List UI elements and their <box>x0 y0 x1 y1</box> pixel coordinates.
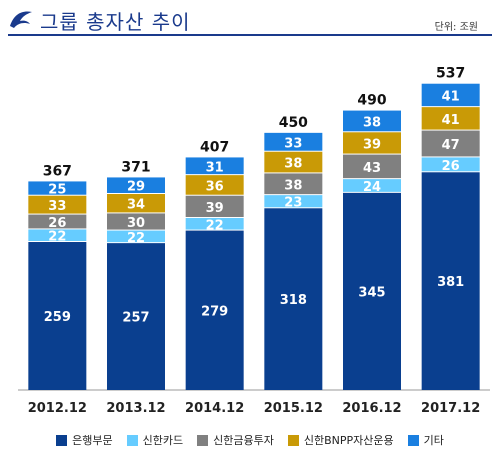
bar-segment <box>28 229 87 241</box>
data-label: 24 <box>363 180 381 195</box>
legend-label: 신한BNPP자산운용 <box>303 434 394 447</box>
bar-segment <box>343 110 401 132</box>
legend-label: 은행부문 <box>72 434 113 447</box>
total-label: 371 <box>121 159 150 175</box>
legend-item: 신한금융투자 <box>197 432 274 448</box>
total-label: 367 <box>43 163 72 179</box>
x-tick-label: 2014.12 <box>185 401 244 416</box>
data-label: 43 <box>363 161 381 176</box>
legend-label: 기타 <box>423 434 444 447</box>
bar-segment <box>421 172 480 390</box>
legend-swatch <box>197 434 209 446</box>
bar-segment <box>264 208 323 390</box>
bar-segment <box>185 195 244 217</box>
data-label: 36 <box>206 179 224 194</box>
total-label: 450 <box>279 115 308 131</box>
data-label: 22 <box>206 218 224 233</box>
data-label: 22 <box>127 231 145 246</box>
data-label: 38 <box>284 178 302 193</box>
bar-segment <box>28 242 87 390</box>
bar-segment <box>107 194 165 213</box>
total-label: 407 <box>200 139 229 155</box>
bar-segment <box>264 132 323 151</box>
bar-segment <box>185 218 244 230</box>
data-label: 41 <box>442 89 460 104</box>
data-label: 23 <box>284 196 302 211</box>
x-tick-label: 2017.12 <box>421 401 480 416</box>
data-label: 34 <box>127 198 145 213</box>
x-tick-label: 2013.12 <box>106 401 165 416</box>
bar-segment <box>421 157 480 172</box>
bar-segment <box>264 151 323 173</box>
bar-segment <box>343 154 401 179</box>
bar-segment <box>264 173 323 195</box>
bar-segment <box>264 195 323 208</box>
x-tick-label: 2016.12 <box>342 401 401 416</box>
bar-segment <box>421 130 480 157</box>
data-label: 26 <box>48 216 66 231</box>
legend-label: 신한금융투자 <box>213 434 274 447</box>
data-label: 41 <box>442 113 460 128</box>
shinhan-logo-icon <box>10 11 32 29</box>
bar-segment <box>343 192 401 390</box>
data-label: 381 <box>437 275 464 290</box>
unit-label: 단위: 조원 <box>434 22 478 33</box>
bar-segment <box>185 175 244 195</box>
total-label: 490 <box>357 93 386 109</box>
bar-segment <box>28 214 87 229</box>
legend-swatch <box>56 434 68 446</box>
legend-swatch <box>287 434 299 446</box>
data-label: 38 <box>363 115 381 130</box>
bar-segment <box>343 179 401 192</box>
bar-segment <box>28 195 87 214</box>
bar-segment <box>343 132 401 154</box>
data-label: 345 <box>358 285 385 300</box>
bar-segment <box>421 83 480 107</box>
data-label: 39 <box>363 137 381 152</box>
legend-item: 은행부문 <box>56 432 113 448</box>
data-label: 39 <box>206 201 224 216</box>
x-tick-label: 2012.12 <box>28 401 87 416</box>
bar-segment <box>107 243 165 390</box>
total-label: 537 <box>436 66 465 82</box>
data-label: 26 <box>442 159 460 174</box>
legend-item: 기타 <box>407 432 444 448</box>
data-label: 259 <box>44 310 71 325</box>
x-tick-label: 2015.12 <box>264 401 323 416</box>
legend-label: 신한카드 <box>142 434 184 447</box>
bar-segment <box>421 107 480 130</box>
legend-item: 신한BNPP자산운용 <box>287 432 394 448</box>
data-label: 22 <box>48 230 66 245</box>
data-label: 33 <box>48 199 66 214</box>
bar-segment <box>107 230 165 243</box>
data-label: 33 <box>284 136 302 151</box>
stacked-bar-chart: 259222633253672012.12257223034293712013.… <box>18 66 490 416</box>
bar-segment <box>185 157 244 175</box>
bar-segment <box>107 177 165 193</box>
legend-item: 신한카드 <box>126 432 184 448</box>
data-label: 257 <box>122 311 149 326</box>
legend-swatch <box>126 434 138 446</box>
chart-legend: 은행부문 신한카드 신한금융투자 신한BNPP자산운용 기타 <box>0 428 500 452</box>
data-label: 30 <box>127 216 145 231</box>
data-label: 318 <box>280 293 307 308</box>
header-divider <box>8 34 492 36</box>
bar-segment <box>28 181 87 195</box>
data-label: 29 <box>127 180 145 195</box>
bar-segment <box>185 230 244 390</box>
bar-segment <box>107 213 165 230</box>
data-label: 279 <box>201 304 228 319</box>
data-label: 38 <box>284 157 302 172</box>
data-label: 25 <box>48 183 66 198</box>
data-label: 47 <box>442 138 460 153</box>
chart-title: 그룹 총자산 추이 <box>40 10 191 34</box>
chart-header: 그룹 총자산 추이 단위: 조원 <box>0 0 500 36</box>
data-label: 31 <box>206 160 224 175</box>
legend-swatch <box>407 434 419 446</box>
